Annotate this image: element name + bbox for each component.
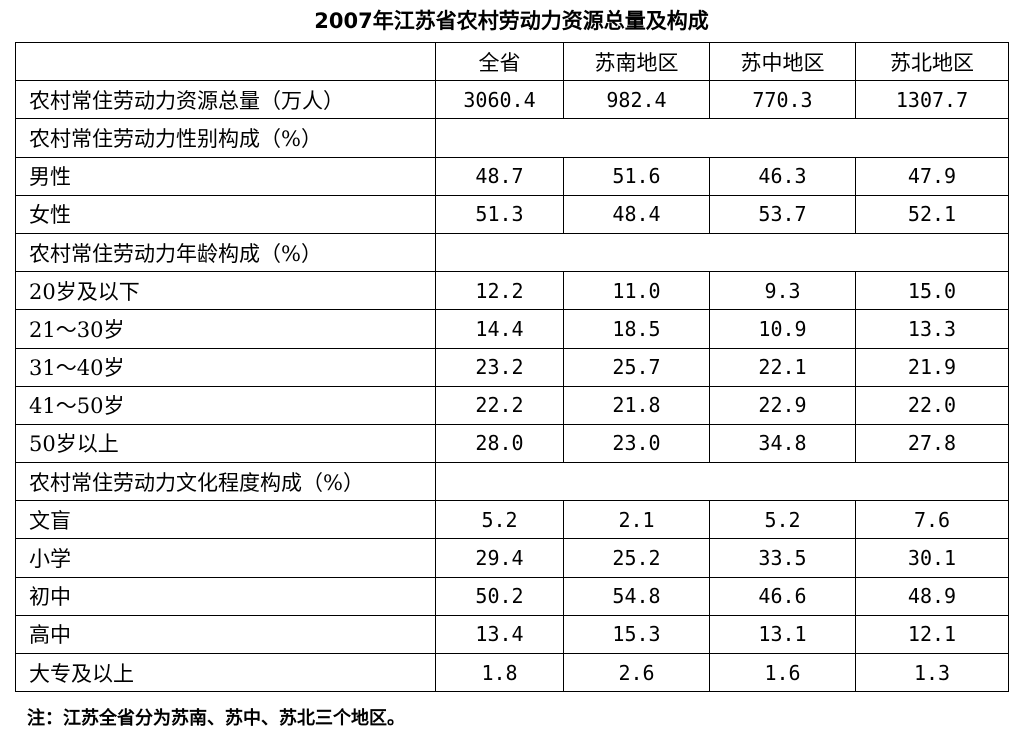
table-cell: 22.0 <box>855 385 1009 425</box>
table-cell: 34.8 <box>709 423 856 464</box>
table-cell: 2.1 <box>563 500 710 540</box>
table-cell: 48.7 <box>435 156 564 196</box>
empty-span-cell <box>435 118 1009 158</box>
section-label: 农村常住劳动力年龄构成（%） <box>15 232 436 273</box>
column-header: 全省 <box>435 41 564 82</box>
table-cell: 50.2 <box>435 576 564 616</box>
table-cell: 13.3 <box>855 309 1009 349</box>
table-cell: 15.3 <box>563 614 710 655</box>
table-cell: 52.1 <box>855 194 1009 234</box>
table-row: 高中 13.4 15.3 13.1 12.1 <box>15 614 1009 655</box>
table-cell: 1.8 <box>435 652 564 693</box>
column-header: 苏中地区 <box>709 41 856 82</box>
row-label: 初中 <box>15 576 436 616</box>
table-cell: 5.2 <box>709 500 856 540</box>
table-cell: 48.4 <box>563 194 710 234</box>
table-row: 31～40岁 23.2 25.7 22.1 21.9 <box>15 347 1009 387</box>
table-cell: 7.6 <box>855 500 1009 540</box>
table-cell: 12.2 <box>435 271 564 311</box>
table-cell: 3060.4 <box>435 80 564 120</box>
table-cell: 13.1 <box>709 614 856 655</box>
table-cell: 29.4 <box>435 538 564 578</box>
data-table: 全省 苏南地区 苏中地区 苏北地区 农村常住劳动力资源总量（万人） 3060.4 982.4… <box>15 41 1009 693</box>
section-row: 农村常住劳动力年龄构成（%） <box>15 232 1009 273</box>
table-cell: 18.5 <box>563 309 710 349</box>
table-cell: 10.9 <box>709 309 856 349</box>
page-title: 2007年江苏省农村劳动力资源总量及构成 <box>314 9 709 33</box>
table-cell: 12.1 <box>855 614 1009 655</box>
row-label: 31～40岁 <box>15 347 436 387</box>
table-row: 50岁以上 28.0 23.0 34.8 27.8 <box>15 423 1009 464</box>
table-row: 20岁及以下 12.2 11.0 9.3 15.0 <box>15 271 1009 311</box>
table-cell: 21.8 <box>563 385 710 425</box>
table-cell: 22.1 <box>709 347 856 387</box>
table-cell: 46.6 <box>709 576 856 616</box>
table-cell: 22.2 <box>435 385 564 425</box>
table-cell: 48.9 <box>855 576 1009 616</box>
section-label: 农村常住劳动力文化程度构成（%） <box>15 462 436 502</box>
table-cell: 27.8 <box>855 423 1009 464</box>
table-cell: 25.7 <box>563 347 710 387</box>
row-label: 41～50岁 <box>15 385 436 425</box>
table-cell: 28.0 <box>435 423 564 464</box>
table-cell: 47.9 <box>855 156 1009 196</box>
column-header: 苏北地区 <box>855 41 1009 82</box>
table-cell: 25.2 <box>563 538 710 578</box>
table-cell: 1.3 <box>855 652 1009 693</box>
table-row: 21～30岁 14.4 18.5 10.9 13.3 <box>15 309 1009 349</box>
table-cell: 30.1 <box>855 538 1009 578</box>
header-row: 全省 苏南地区 苏中地区 苏北地区 <box>15 41 1009 82</box>
table-cell: 23.2 <box>435 347 564 387</box>
section-row: 农村常住劳动力性别构成（%） <box>15 118 1009 158</box>
row-label: 21～30岁 <box>15 309 436 349</box>
table-row: 初中 50.2 54.8 46.6 48.9 <box>15 576 1009 616</box>
row-label: 高中 <box>15 614 436 655</box>
footnote: 注：江苏全省分为苏南、苏中、苏北三个地区。 <box>27 708 405 729</box>
table-cell: 54.8 <box>563 576 710 616</box>
table-row: 农村常住劳动力资源总量（万人） 3060.4 982.4 770.3 1307.7 <box>15 80 1009 120</box>
header-corner-cell <box>15 41 436 82</box>
table-cell: 46.3 <box>709 156 856 196</box>
row-label: 女性 <box>15 194 436 234</box>
table-row: 大专及以上 1.8 2.6 1.6 1.3 <box>15 652 1009 693</box>
row-label: 50岁以上 <box>15 423 436 464</box>
table-cell: 51.6 <box>563 156 710 196</box>
table-row: 男性 48.7 51.6 46.3 47.9 <box>15 156 1009 196</box>
table-cell: 13.4 <box>435 614 564 655</box>
table-cell: 5.2 <box>435 500 564 540</box>
table-cell: 1.6 <box>709 652 856 693</box>
table-cell: 770.3 <box>709 80 856 120</box>
section-label: 农村常住劳动力性别构成（%） <box>15 118 436 158</box>
table-cell: 9.3 <box>709 271 856 311</box>
table-row: 文盲 5.2 2.1 5.2 7.6 <box>15 500 1009 540</box>
row-label: 文盲 <box>15 500 436 540</box>
table-row: 小学 29.4 25.2 33.5 30.1 <box>15 538 1009 578</box>
empty-span-cell <box>435 462 1009 502</box>
table-cell: 33.5 <box>709 538 856 578</box>
section-row: 农村常住劳动力文化程度构成（%） <box>15 462 1009 502</box>
table-cell: 2.6 <box>563 652 710 693</box>
table-row: 41～50岁 22.2 21.8 22.9 22.0 <box>15 385 1009 425</box>
table-cell: 11.0 <box>563 271 710 311</box>
table-row: 女性 51.3 48.4 53.7 52.1 <box>15 194 1009 234</box>
table-cell: 21.9 <box>855 347 1009 387</box>
table-cell: 1307.7 <box>855 80 1009 120</box>
table-cell: 22.9 <box>709 385 856 425</box>
table-cell: 15.0 <box>855 271 1009 311</box>
table-cell: 982.4 <box>563 80 710 120</box>
table-cell: 51.3 <box>435 194 564 234</box>
table-cell: 14.4 <box>435 309 564 349</box>
row-label: 男性 <box>15 156 436 196</box>
table-cell: 53.7 <box>709 194 856 234</box>
row-label: 大专及以上 <box>15 652 436 693</box>
column-header: 苏南地区 <box>563 41 710 82</box>
row-label: 农村常住劳动力资源总量（万人） <box>15 80 436 120</box>
table-cell: 23.0 <box>563 423 710 464</box>
row-label: 20岁及以下 <box>15 271 436 311</box>
empty-span-cell <box>435 232 1009 273</box>
row-label: 小学 <box>15 538 436 578</box>
